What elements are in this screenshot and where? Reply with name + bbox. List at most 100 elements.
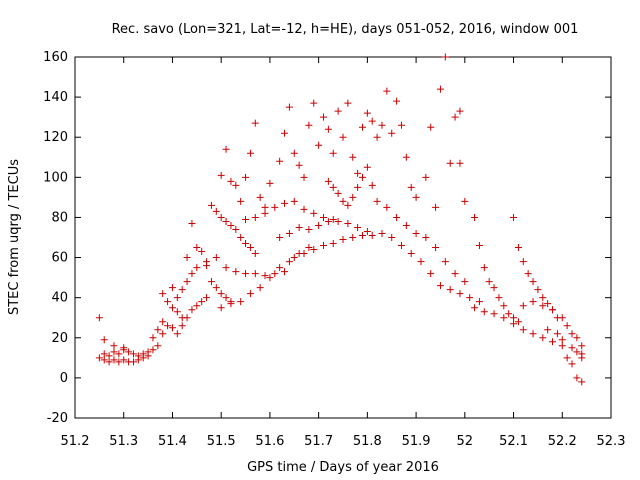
y-tick-label: 120: [43, 130, 68, 145]
data-point: [539, 294, 547, 302]
data-point: [120, 344, 128, 352]
data-point: [368, 231, 376, 239]
data-point: [310, 209, 318, 217]
data-point: [480, 308, 488, 316]
data-point: [183, 314, 191, 322]
data-point: [427, 270, 435, 278]
data-point: [563, 354, 571, 362]
data-point: [524, 270, 532, 278]
data-point: [417, 258, 425, 266]
data-point: [320, 213, 328, 221]
data-point: [237, 234, 245, 241]
x-tick-label: 51.8: [353, 434, 382, 449]
data-point: [261, 272, 269, 280]
data-point: [320, 113, 328, 121]
data-point: [222, 294, 230, 302]
data-point: [242, 240, 250, 248]
data-point: [203, 258, 211, 266]
data-point: [334, 217, 342, 225]
chart-title: Rec. savo (Lon=321, Lat=-12, h=HE), days…: [112, 22, 579, 37]
data-point: [129, 350, 137, 358]
data-point: [573, 374, 581, 382]
data-point: [339, 236, 347, 244]
data-point: [549, 306, 557, 314]
x-tick-label: 51.4: [158, 434, 187, 449]
data-point: [339, 133, 347, 141]
data-point: [412, 193, 420, 201]
data-points: [95, 53, 586, 386]
data-point: [324, 177, 332, 185]
data-point: [188, 219, 196, 227]
data-point: [227, 221, 235, 229]
data-point: [358, 123, 366, 131]
data-point: [378, 229, 386, 237]
data-point: [173, 330, 181, 338]
data-point: [266, 274, 274, 282]
data-point: [207, 201, 215, 209]
data-point: [105, 352, 113, 360]
data-point: [125, 348, 133, 356]
data-point: [534, 286, 542, 294]
data-point: [100, 356, 108, 364]
data-point: [251, 119, 259, 127]
data-point: [305, 121, 313, 129]
data-point: [568, 360, 576, 368]
data-point: [363, 109, 371, 117]
data-point: [222, 145, 230, 153]
data-point: [354, 183, 362, 191]
y-tick-label: 40: [51, 291, 68, 306]
data-point: [539, 334, 547, 342]
data-point: [407, 183, 415, 191]
data-point: [290, 197, 298, 205]
data-point: [397, 242, 405, 250]
data-point: [446, 286, 454, 294]
data-point: [329, 183, 337, 191]
data-point: [193, 244, 201, 252]
data-point: [490, 310, 498, 318]
data-point: [212, 284, 220, 292]
data-point: [173, 294, 181, 302]
data-point: [563, 322, 571, 330]
x-tick-label: 52: [457, 434, 474, 449]
data-point: [329, 240, 337, 248]
data-point: [432, 203, 440, 211]
data-point: [471, 304, 479, 312]
data-point: [168, 284, 176, 292]
data-point: [178, 286, 186, 294]
data-point: [363, 163, 371, 171]
y-tick-label: -20: [47, 411, 68, 426]
y-tick-label: 60: [51, 251, 68, 266]
data-point: [217, 213, 225, 221]
data-point: [251, 213, 259, 221]
data-point: [144, 348, 152, 356]
data-point: [510, 314, 518, 322]
x-tick-label: 51.3: [109, 434, 138, 449]
data-point: [261, 209, 269, 217]
data-point: [271, 203, 279, 211]
data-point: [193, 264, 201, 272]
data-point: [110, 348, 118, 356]
data-point: [578, 342, 586, 350]
data-point: [568, 330, 576, 338]
data-point: [368, 117, 376, 125]
data-point: [173, 308, 181, 316]
data-point: [149, 334, 157, 342]
data-point: [188, 270, 196, 278]
data-point: [246, 244, 254, 252]
data-point: [115, 358, 123, 366]
x-tick-label: 51.7: [304, 434, 333, 449]
x-tick-label: 51.5: [207, 434, 236, 449]
data-point: [276, 157, 284, 165]
data-point: [358, 173, 366, 181]
data-point: [514, 318, 522, 326]
data-point: [446, 159, 454, 167]
data-point: [281, 199, 289, 207]
data-point: [183, 278, 191, 286]
data-point: [115, 350, 123, 358]
data-point: [246, 149, 254, 157]
data-point: [95, 354, 103, 362]
data-point: [217, 290, 225, 298]
data-point: [159, 318, 167, 326]
data-point: [198, 248, 206, 256]
data-point: [100, 336, 108, 344]
